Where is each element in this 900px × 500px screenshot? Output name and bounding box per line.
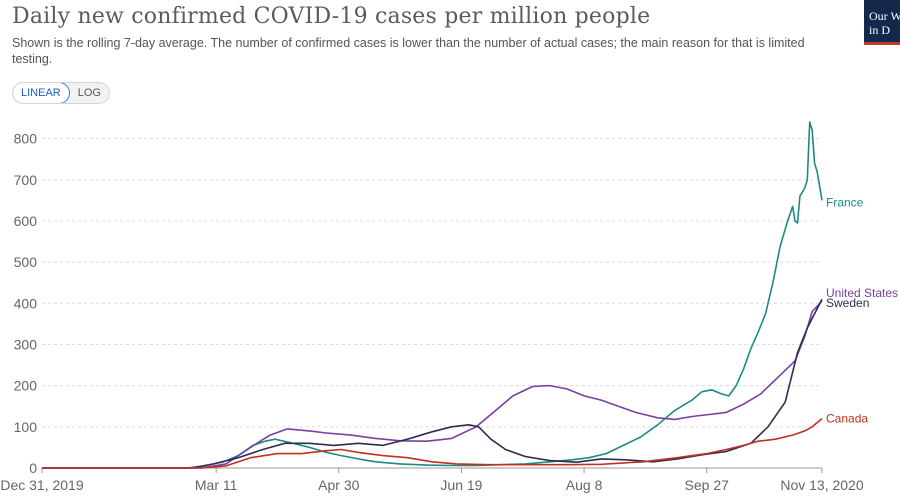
series-label-united-states: United States (826, 286, 898, 300)
y-tick-label: 300 (14, 336, 38, 352)
log-scale-button[interactable]: LOG (77, 87, 101, 99)
series-line-france (42, 121, 823, 469)
chart-subtitle: Shown is the rolling 7-day average. The … (12, 36, 805, 66)
logo-line-1: Our W (869, 9, 900, 23)
owid-logo[interactable]: Our W in D (864, 0, 900, 45)
series-label-sweden: Sweden (826, 296, 869, 310)
logo-line-2: in D (869, 23, 890, 37)
linear-scale-button[interactable]: LINEAR (12, 83, 70, 103)
y-tick-label: 200 (14, 378, 38, 394)
series-line-united-states (42, 300, 823, 469)
series-line-sweden (42, 298, 823, 469)
x-tick-label: Sep 27 (685, 477, 730, 493)
x-tick-label: Jun 19 (440, 477, 482, 493)
y-tick-label: 100 (14, 419, 38, 435)
x-tick-label: Dec 31, 2019 (0, 477, 83, 493)
x-tick-label: Apr 30 (318, 477, 359, 493)
y-tick-label: 500 (14, 254, 38, 270)
scale-toggle: LINEAR LOG (12, 82, 110, 104)
chart-title: Daily new confirmed COVID-19 cases per m… (12, 4, 651, 29)
series-label-france: France (826, 195, 864, 209)
y-tick-label: 800 (14, 131, 38, 147)
y-tick-label: 700 (14, 172, 38, 188)
y-tick-label: 600 (14, 213, 38, 229)
x-tick-label: Mar 11 (195, 477, 238, 493)
x-tick-label: Nov 13, 2020 (780, 477, 863, 493)
series-label-canada: Canada (826, 412, 868, 426)
series-line-canada (42, 417, 823, 469)
y-tick-label: 400 (14, 295, 38, 311)
x-tick-label: Aug 8 (566, 477, 603, 493)
y-tick-label: 0 (29, 460, 37, 476)
